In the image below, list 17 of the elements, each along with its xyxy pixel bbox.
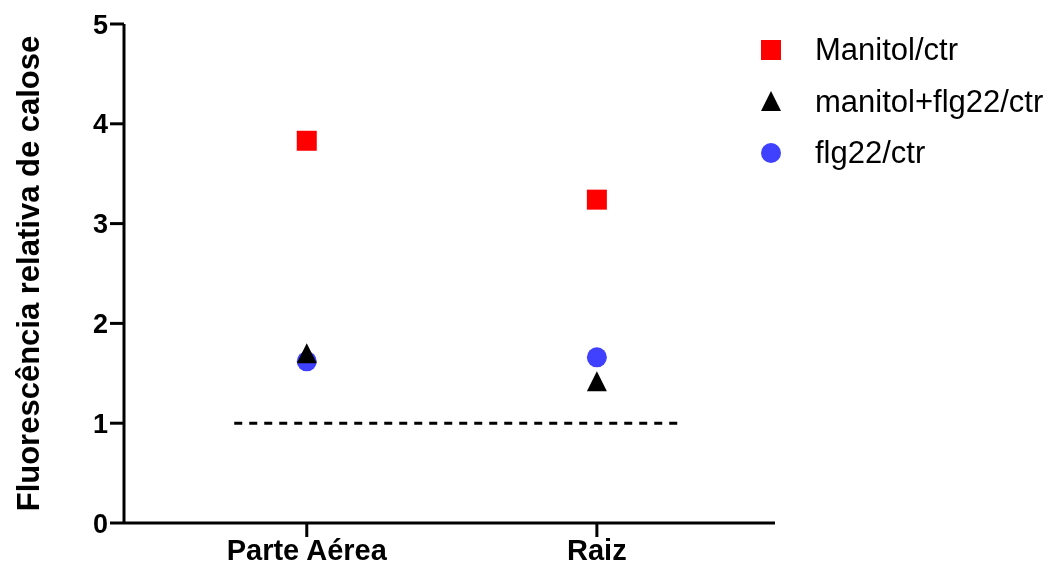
y-tick-label: 3: [92, 209, 108, 240]
y-tick-label: 5: [92, 9, 108, 40]
point: [296, 343, 317, 364]
y-tick-label: 4: [92, 109, 108, 140]
y-tick-label: 0: [92, 508, 108, 539]
y-axis-title: Fluorescência relativa de calose: [11, 35, 47, 512]
point: [296, 130, 317, 151]
y-tick-label: 1: [92, 408, 108, 439]
legend-label: manitol+flg22/ctr: [815, 83, 1044, 119]
x-tick-label: Parte Aérea: [226, 533, 388, 566]
point: [586, 347, 607, 368]
legend-label: Manitol/ctr: [815, 32, 958, 68]
point: [586, 371, 607, 392]
point: [586, 189, 607, 210]
x-tick-label: Raiz: [567, 533, 627, 566]
legend-label: flg22/ctr: [815, 135, 926, 171]
y-tick-label: 2: [92, 308, 108, 339]
